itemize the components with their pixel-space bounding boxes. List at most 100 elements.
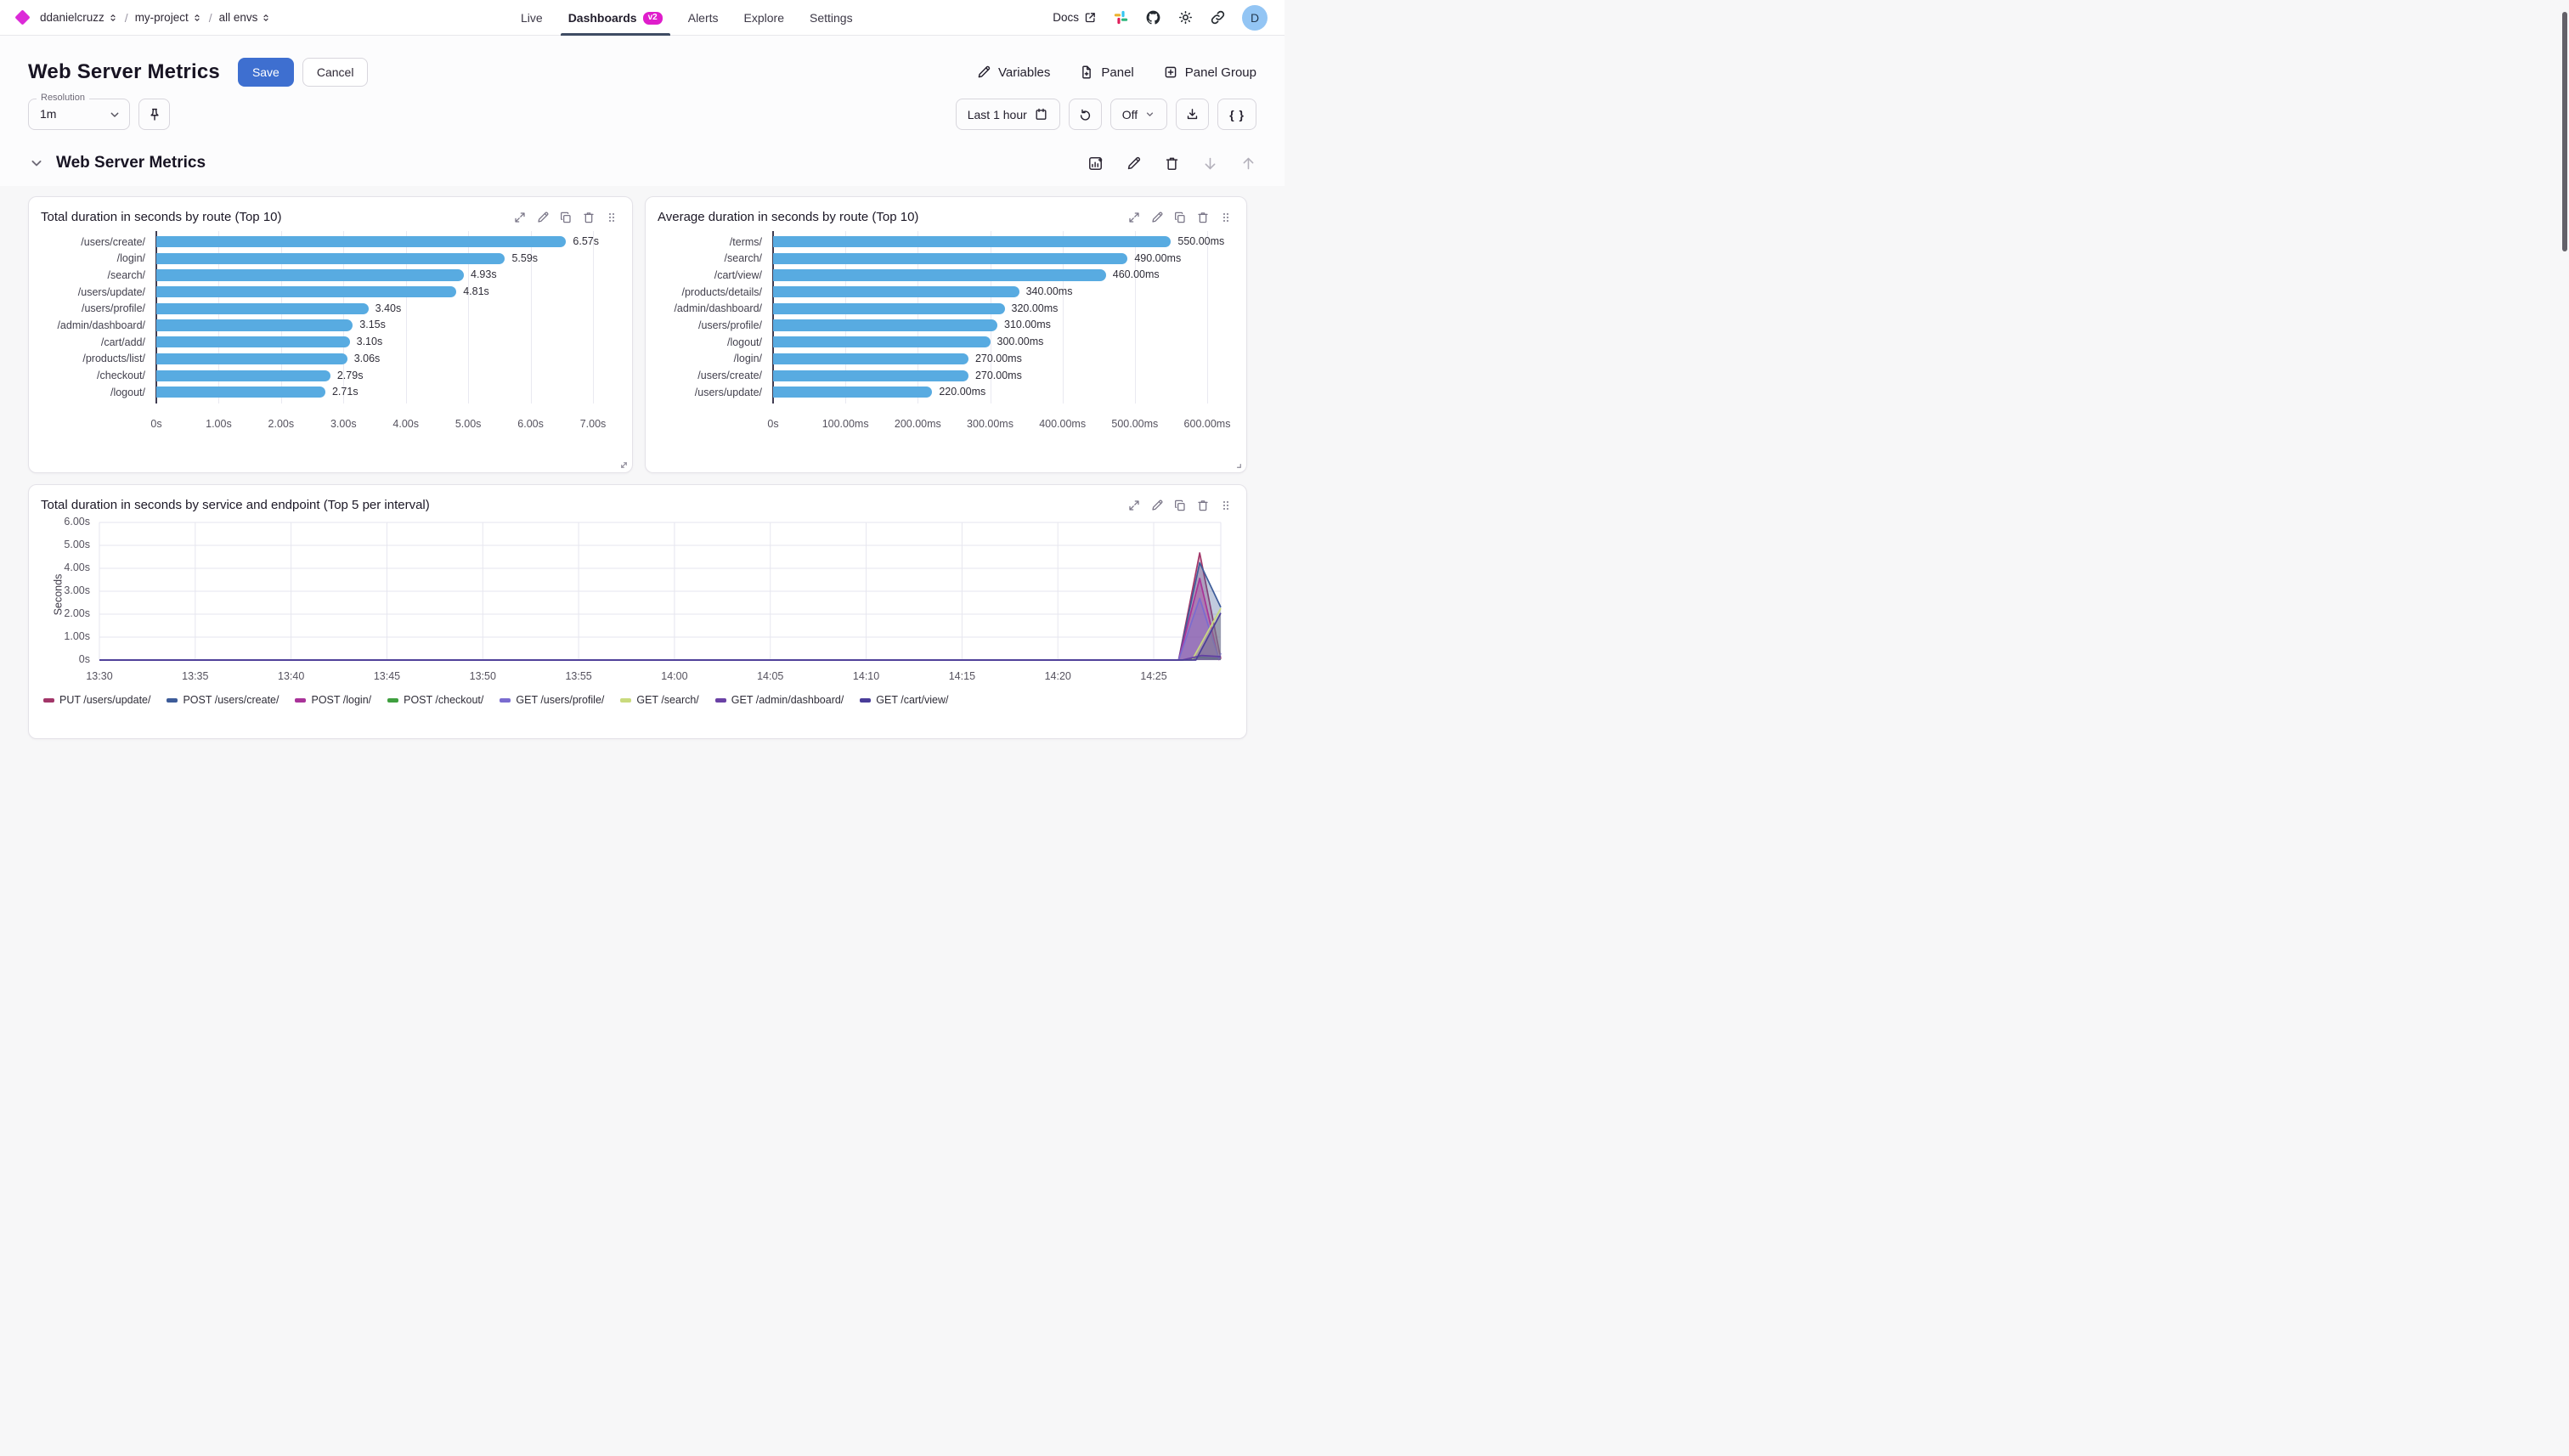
- bar[interactable]: [156, 252, 505, 264]
- resolution-label: Resolution: [37, 93, 89, 103]
- add-panel-group-button[interactable]: Panel Group: [1163, 65, 1256, 80]
- bar[interactable]: [773, 252, 1128, 264]
- legend-item[interactable]: POST /login/: [295, 694, 371, 706]
- bar[interactable]: [156, 387, 325, 398]
- collapse-chevron-icon[interactable]: [28, 155, 45, 172]
- add-chart-icon[interactable]: [1087, 155, 1104, 172]
- pencil-icon[interactable]: [1150, 499, 1164, 512]
- bar[interactable]: [156, 370, 330, 381]
- expand-icon[interactable]: [513, 211, 527, 224]
- resize-handle-icon[interactable]: [1234, 460, 1243, 470]
- timeseries-plot[interactable]: [99, 521, 1222, 663]
- variables-button[interactable]: Variables: [976, 65, 1050, 80]
- slack-icon[interactable]: [1113, 9, 1129, 25]
- bar[interactable]: [156, 236, 567, 248]
- legend-item[interactable]: GET /users/profile/: [500, 694, 604, 706]
- bar[interactable]: [773, 286, 1019, 298]
- resolution-select[interactable]: Resolution 1m: [28, 93, 130, 130]
- y-axis-tick: 0s: [78, 653, 90, 665]
- theme-sun-icon[interactable]: [1177, 9, 1194, 25]
- pencil-icon[interactable]: [536, 211, 550, 224]
- logo-diamond-icon[interactable]: [14, 9, 31, 25]
- bar-value-label: 3.40s: [375, 302, 402, 314]
- x-axis-tick: 14:15: [948, 670, 976, 682]
- save-button[interactable]: Save: [237, 58, 294, 87]
- drag-handle-icon[interactable]: [1219, 499, 1233, 512]
- tab-dashboards[interactable]: Dashboards v2: [556, 0, 675, 36]
- json-editor-button[interactable]: { }: [1217, 99, 1256, 130]
- trash-icon[interactable]: [1196, 499, 1210, 512]
- arrow-down-icon[interactable]: [1202, 155, 1218, 172]
- tab-live[interactable]: Live: [521, 11, 543, 25]
- bar-row: /users/update/220.00ms: [646, 386, 1246, 398]
- series-line: [99, 612, 1222, 661]
- bar-value-label: 460.00ms: [1112, 268, 1160, 281]
- tab-explore[interactable]: Explore: [743, 11, 784, 25]
- y-axis-tick: 4.00s: [64, 562, 90, 573]
- legend-item[interactable]: POST /users/create/: [167, 694, 279, 706]
- bar-row: /cart/add/3.10s: [29, 336, 632, 347]
- vertical-scrollbar[interactable]: [2562, 12, 2567, 251]
- breadcrumb-environment[interactable]: all envs: [219, 11, 272, 24]
- arrow-up-icon[interactable]: [1240, 155, 1256, 172]
- user-avatar[interactable]: D: [1242, 4, 1268, 31]
- docs-link[interactable]: Docs: [1053, 11, 1097, 24]
- pencil-icon[interactable]: [1150, 211, 1164, 224]
- time-range-button[interactable]: Last 1 hour: [955, 99, 1060, 130]
- trash-icon[interactable]: [1196, 211, 1210, 224]
- bar-row: /admin/dashboard/320.00ms: [646, 302, 1246, 314]
- add-panel-button[interactable]: Panel: [1079, 65, 1134, 80]
- tab-alerts[interactable]: Alerts: [687, 11, 719, 25]
- bar-category-label: /products/details/: [681, 285, 763, 298]
- breadcrumb-project[interactable]: my-project: [135, 11, 202, 24]
- trash-icon[interactable]: [582, 211, 596, 224]
- trash-icon[interactable]: [1164, 155, 1180, 172]
- bar-category-label: /search/: [107, 268, 145, 281]
- drag-handle-icon[interactable]: [1219, 211, 1233, 224]
- cancel-button[interactable]: Cancel: [302, 58, 369, 87]
- bar[interactable]: [773, 370, 968, 381]
- bar[interactable]: [773, 353, 968, 364]
- duplicate-icon[interactable]: [1173, 499, 1187, 512]
- pin-button[interactable]: [138, 99, 170, 130]
- tab-settings[interactable]: Settings: [810, 11, 853, 25]
- bar[interactable]: [156, 286, 457, 298]
- legend-item[interactable]: POST /checkout/: [387, 694, 483, 706]
- refresh-button[interactable]: [1068, 99, 1102, 130]
- legend-item[interactable]: GET /cart/view/: [860, 694, 949, 706]
- bar[interactable]: [773, 319, 998, 331]
- chevron-down-icon: [1147, 112, 1154, 116]
- bar[interactable]: [156, 353, 347, 364]
- legend-item[interactable]: GET /search/: [620, 694, 699, 706]
- share-link-icon[interactable]: [1210, 9, 1226, 25]
- resize-handle-icon[interactable]: [619, 460, 629, 470]
- bar[interactable]: [773, 387, 933, 398]
- duplicate-icon[interactable]: [559, 211, 573, 224]
- x-axis-tick: 7.00s: [579, 418, 607, 431]
- legend-label: POST /login/: [311, 694, 372, 706]
- bar[interactable]: [156, 336, 350, 348]
- expand-icon[interactable]: [1127, 499, 1141, 512]
- expand-icon[interactable]: [1127, 211, 1141, 224]
- legend-item[interactable]: PUT /users/update/: [43, 694, 150, 706]
- bar[interactable]: [156, 302, 369, 314]
- bar-row: /users/profile/3.40s: [29, 302, 632, 314]
- github-icon[interactable]: [1145, 9, 1161, 25]
- legend-swatch-icon: [295, 697, 307, 703]
- bar[interactable]: [773, 302, 1005, 314]
- breadcrumb-org[interactable]: ddanielcruzz: [40, 11, 118, 24]
- drag-handle-icon[interactable]: [605, 211, 618, 224]
- bar[interactable]: [773, 236, 1172, 248]
- bar[interactable]: [773, 269, 1106, 281]
- series-area: [99, 598, 1221, 660]
- duplicate-icon[interactable]: [1173, 211, 1187, 224]
- bar-value-label: 2.79s: [336, 369, 364, 381]
- legend-item[interactable]: GET /admin/dashboard/: [714, 694, 844, 706]
- bar[interactable]: [156, 269, 464, 281]
- bar[interactable]: [156, 319, 353, 331]
- auto-refresh-select[interactable]: Off: [1109, 99, 1168, 130]
- bar-row: /login/5.59s: [29, 252, 632, 264]
- pencil-icon[interactable]: [1126, 155, 1142, 172]
- download-button[interactable]: [1176, 99, 1210, 130]
- bar[interactable]: [773, 336, 991, 348]
